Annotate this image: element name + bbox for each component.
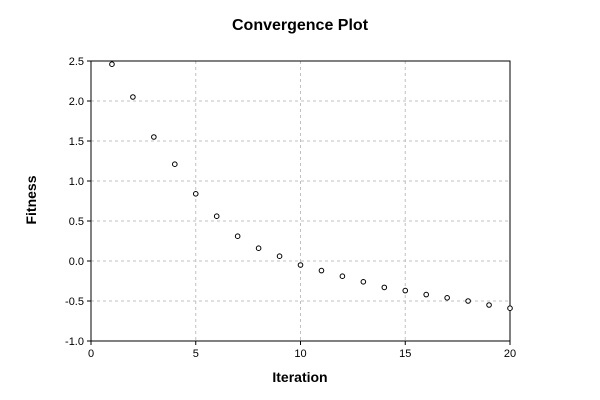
data-point xyxy=(381,284,388,291)
data-point xyxy=(297,262,304,268)
data-point xyxy=(360,279,367,285)
chart-title: Convergence Plot xyxy=(232,17,369,34)
data-point xyxy=(234,233,241,239)
y-tick-label: 2.0 xyxy=(69,96,84,108)
y-axis-title: Fitness xyxy=(23,175,39,224)
y-tick-label: 0.0 xyxy=(69,256,84,268)
data-point xyxy=(130,94,136,100)
data-point xyxy=(465,298,471,304)
x-tick-label: 5 xyxy=(193,348,199,360)
y-tick-label: -0.5 xyxy=(65,296,84,308)
y-tick-label: 1.0 xyxy=(69,176,84,188)
data-point xyxy=(339,273,346,280)
data-point xyxy=(507,305,513,312)
data-point xyxy=(486,302,492,308)
data-point xyxy=(172,161,178,167)
data-points xyxy=(109,61,513,312)
data-point xyxy=(318,267,325,274)
x-tick-label: 15 xyxy=(399,348,411,360)
y-tick-label: 2.5 xyxy=(69,56,84,68)
x-tick-label: 0 xyxy=(88,348,94,360)
y-tick-label: 1.5 xyxy=(69,136,84,148)
data-point xyxy=(276,253,283,260)
data-point xyxy=(423,291,430,298)
data-point xyxy=(402,287,409,294)
y-tick-label: -1.0 xyxy=(65,336,84,348)
axis-ticks: 0 5 10 15 20 2.5 2.0 1.5 1.0 0.5 0.0 -0.5 -1.0 xyxy=(65,56,516,360)
data-point xyxy=(151,134,157,140)
data-point xyxy=(213,213,220,219)
x-tick-label: 10 xyxy=(294,348,306,360)
data-point xyxy=(255,245,262,251)
x-axis-title: Iteration xyxy=(272,369,327,385)
grid-lines xyxy=(91,61,510,341)
x-tick-label: 20 xyxy=(504,348,516,360)
y-tick-label: 0.5 xyxy=(69,216,84,228)
data-point xyxy=(109,61,115,67)
data-point xyxy=(192,191,199,197)
data-point xyxy=(444,295,450,301)
